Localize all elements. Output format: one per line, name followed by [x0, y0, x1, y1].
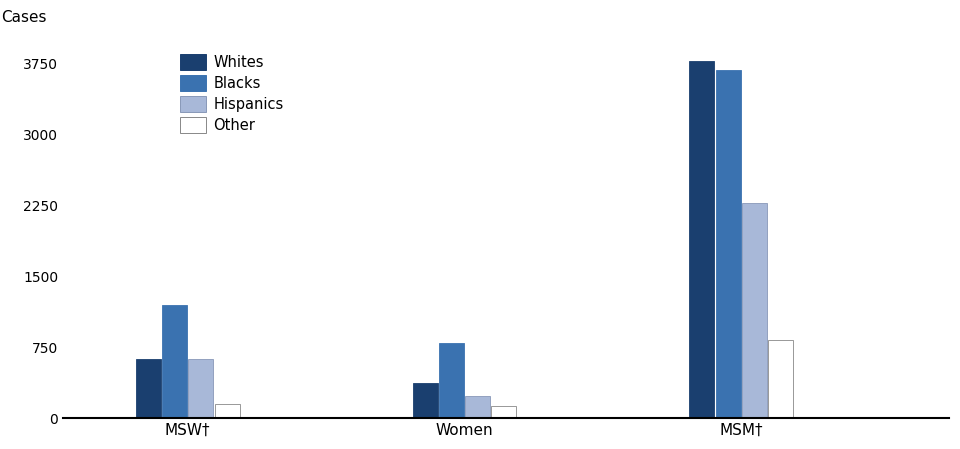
- Legend: Whites, Blacks, Hispanics, Other: Whites, Blacks, Hispanics, Other: [177, 51, 286, 136]
- Bar: [135, 359, 160, 418]
- Bar: [715, 70, 741, 418]
- Bar: [188, 359, 213, 418]
- Bar: [742, 202, 767, 418]
- Bar: [162, 304, 187, 418]
- Bar: [466, 396, 491, 418]
- Bar: [215, 404, 240, 418]
- Bar: [492, 406, 516, 418]
- Bar: [413, 383, 438, 418]
- Bar: [768, 339, 793, 418]
- Bar: [689, 61, 714, 418]
- Bar: [439, 343, 464, 418]
- Text: Cases: Cases: [1, 10, 47, 25]
